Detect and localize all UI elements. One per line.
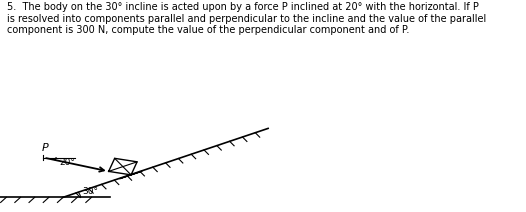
Text: 5.  The body on the 30° incline is acted upon by a force P inclined at 20° with : 5. The body on the 30° incline is acted … xyxy=(7,2,486,35)
Text: P: P xyxy=(42,143,48,153)
Text: 30°: 30° xyxy=(83,187,99,196)
Text: 20°: 20° xyxy=(60,159,76,167)
